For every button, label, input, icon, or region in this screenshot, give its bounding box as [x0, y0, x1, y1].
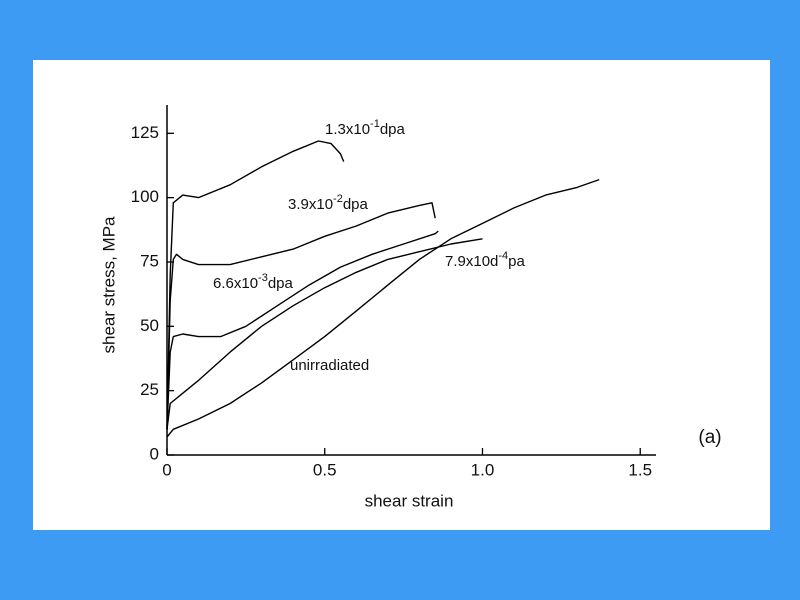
series-label-part: dpa	[268, 275, 294, 292]
series-line	[166, 230, 439, 430]
y-axis-label: shear stress, MPa	[99, 216, 118, 354]
series-label: 3.9x10-2dpa	[288, 193, 369, 213]
series-line	[166, 202, 436, 430]
series-label-part: 6.6x10	[213, 275, 258, 292]
series-label: 7.9x10d-4pa	[445, 250, 526, 270]
y-tick-label: 100	[131, 187, 159, 206]
panel-label: (a)	[698, 427, 721, 448]
series-label-part: 1.3x10	[325, 121, 370, 138]
series-label-part: unirradiated	[290, 357, 369, 374]
y-tick-label: 125	[131, 123, 159, 142]
series-label-part: -4	[498, 250, 508, 262]
series-label: 1.3x10-1dpa	[325, 118, 406, 138]
x-axis-label: shear strain	[365, 491, 454, 510]
series-line	[166, 178, 600, 438]
series-line	[166, 238, 483, 430]
x-tick-label: 1.5	[628, 460, 652, 479]
y-tick-label: 50	[140, 316, 159, 335]
series-label: 6.6x10-3dpa	[213, 272, 294, 292]
series-label-part: pa	[508, 253, 525, 270]
panel	[33, 60, 770, 530]
x-tick-label: 0.5	[313, 460, 337, 479]
series-label-part: dpa	[380, 121, 406, 138]
series-label-part: -1	[370, 118, 380, 130]
y-tick-label: 75	[140, 251, 159, 270]
series-label-part: 3.9x10	[288, 196, 333, 213]
x-tick-label: 1.0	[471, 460, 495, 479]
series-line	[166, 140, 345, 430]
series-label-part: dpa	[343, 196, 369, 213]
y-tick-label: 0	[150, 444, 159, 463]
x-tick-label: 0	[162, 460, 171, 479]
series-label-part: -2	[333, 193, 343, 205]
y-tick-label: 25	[140, 380, 159, 399]
series-label-part: -3	[258, 272, 268, 284]
series-label-part: 7.9x10d	[445, 253, 498, 270]
series-label: unirradiated	[290, 357, 369, 374]
